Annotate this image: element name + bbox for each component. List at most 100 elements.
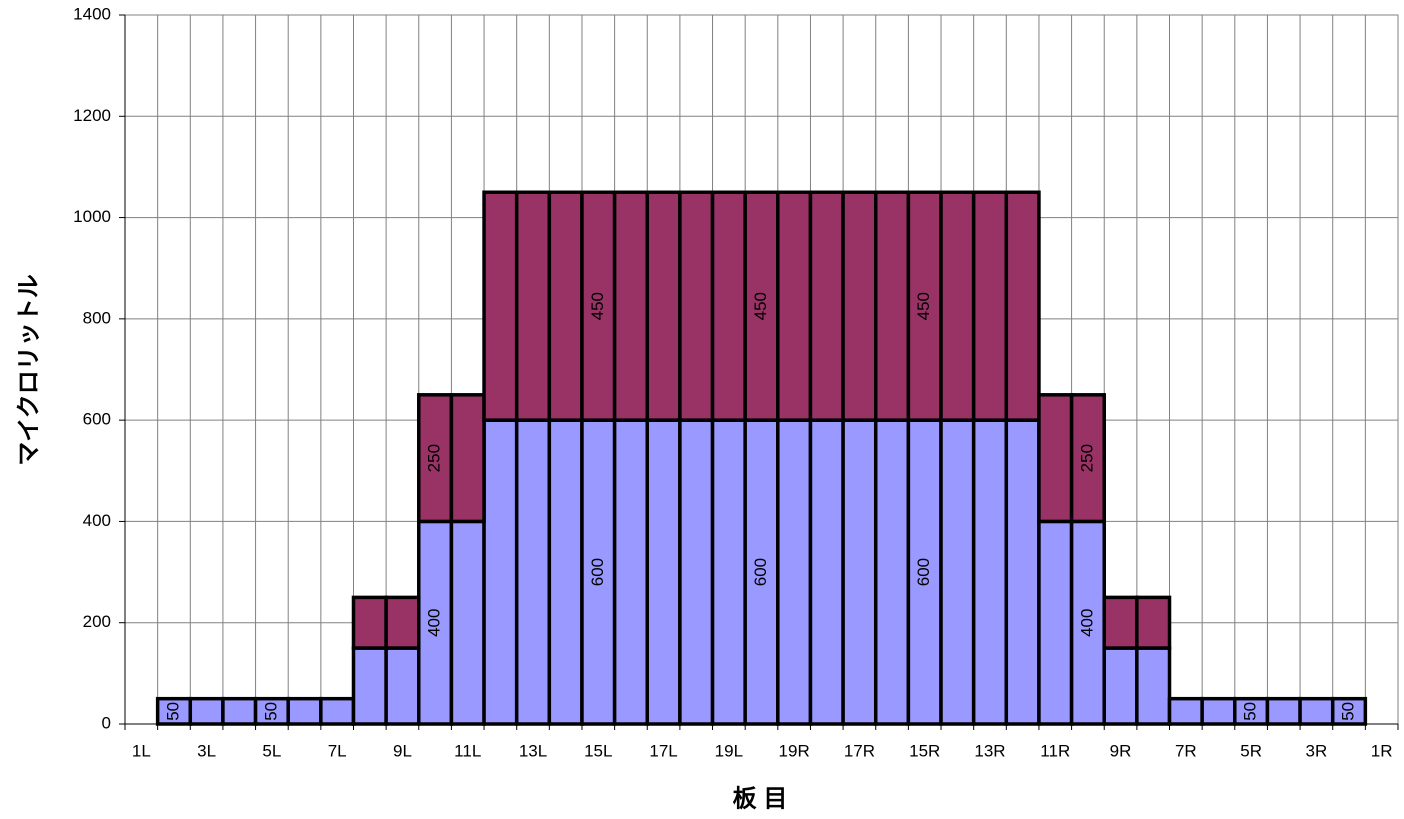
bar-segment	[1265, 696, 1302, 726]
y-tick-label: 200	[83, 612, 111, 631]
bar-segment	[221, 696, 258, 726]
x-tick-label: 1L	[132, 741, 151, 760]
data-label: 250	[1077, 444, 1096, 472]
bar-segment	[1298, 696, 1335, 726]
bar-segment	[906, 418, 943, 726]
data-label: 600	[588, 558, 607, 586]
bar-segment	[645, 190, 682, 422]
bar-segment	[188, 696, 225, 726]
data-label: 400	[425, 609, 444, 637]
bar-segment	[841, 190, 878, 422]
bar-segment	[808, 418, 845, 726]
bar-segment	[1102, 646, 1139, 726]
x-tick-label: 7R	[1175, 741, 1197, 760]
bar-segment	[612, 190, 650, 422]
x-tick-label: 15L	[584, 741, 612, 760]
y-tick-label: 600	[83, 410, 111, 429]
x-tick-label: 3R	[1306, 741, 1328, 760]
bar-segment	[808, 190, 845, 422]
bar-segment	[1037, 393, 1074, 524]
bar-segment	[286, 696, 323, 726]
x-tick-label: 1R	[1371, 741, 1393, 760]
bar-segment	[580, 418, 617, 726]
bar-segment	[547, 418, 584, 726]
bar-segment	[514, 418, 552, 726]
bar-segment	[776, 418, 813, 726]
bar-segment	[1200, 696, 1237, 726]
x-tick-label: 19L	[715, 741, 743, 760]
bar-segment	[482, 190, 519, 422]
y-tick-label: 1000	[73, 207, 111, 226]
bar-segment	[710, 418, 747, 726]
data-label: 450	[914, 292, 933, 320]
bar-segment	[449, 519, 486, 726]
x-tick-label: 3L	[197, 741, 216, 760]
bar-segment	[678, 418, 715, 726]
bar-segment	[678, 190, 715, 422]
data-label: 50	[1241, 702, 1260, 721]
x-tick-label: 13L	[519, 741, 547, 760]
x-tick-label: 15R	[909, 741, 940, 760]
bar-segment	[1069, 393, 1106, 524]
bar-segment	[1233, 696, 1270, 726]
bar-segment	[1167, 696, 1204, 726]
y-axis-title: マイクロリットル	[15, 274, 42, 466]
data-label: 450	[588, 292, 607, 320]
bar-segment	[612, 418, 650, 726]
bar-segment	[776, 190, 813, 422]
x-tick-label: 17R	[844, 741, 875, 760]
x-tick-label: 19R	[779, 741, 810, 760]
bar-segment	[547, 190, 584, 422]
x-tick-label: 11R	[1040, 741, 1070, 760]
x-tick-label: 9R	[1110, 741, 1132, 760]
bar-segment	[351, 595, 388, 650]
bar-segment	[384, 595, 421, 650]
data-label: 600	[751, 558, 770, 586]
bar-segment	[939, 190, 976, 422]
y-tick-label: 800	[83, 308, 111, 327]
x-tick-label: 9L	[393, 741, 412, 760]
data-label: 600	[914, 558, 933, 586]
bar-segment	[939, 418, 976, 726]
y-tick-label: 1200	[73, 106, 111, 125]
data-label: 50	[1339, 702, 1358, 721]
bar-segment	[319, 696, 356, 726]
bar-segment	[514, 190, 552, 422]
bar-segment	[710, 190, 747, 422]
y-tick-label: 400	[83, 511, 111, 530]
bar-segment	[841, 418, 878, 726]
x-tick-label: 13R	[974, 741, 1005, 760]
y-tick-label: 1400	[73, 4, 111, 23]
bar-segment	[1004, 190, 1041, 422]
x-tick-label: 11L	[454, 741, 481, 760]
bar-segment	[743, 418, 780, 726]
data-label: 250	[425, 444, 444, 472]
bar-segment	[417, 393, 454, 524]
x-tick-label: 17L	[649, 741, 677, 760]
x-axis-title: 板 目	[733, 785, 788, 812]
data-label: 450	[751, 292, 770, 320]
x-tick-label: 5L	[262, 741, 281, 760]
bar-segment	[351, 646, 388, 726]
bar-segment	[1102, 595, 1139, 650]
bar-segment	[1135, 595, 1172, 650]
bar-segment	[1037, 519, 1074, 726]
bar-segment	[971, 190, 1009, 422]
bar-segment	[971, 418, 1009, 726]
data-label: 50	[163, 702, 182, 721]
y-tick-label: 0	[102, 713, 111, 732]
bar-segment	[645, 418, 682, 726]
bar-segment	[873, 190, 911, 422]
bar-segment	[1135, 646, 1172, 726]
bar-segment	[482, 418, 519, 726]
bar-segment	[906, 190, 943, 422]
bar-segment	[873, 418, 911, 726]
data-label: 400	[1077, 609, 1096, 637]
bar-segment	[449, 393, 486, 524]
bar-segment	[384, 646, 421, 726]
x-tick-label: 7L	[328, 741, 347, 760]
x-tick-label: 5R	[1240, 741, 1262, 760]
bar-segment	[253, 696, 290, 726]
data-label: 50	[261, 702, 280, 721]
